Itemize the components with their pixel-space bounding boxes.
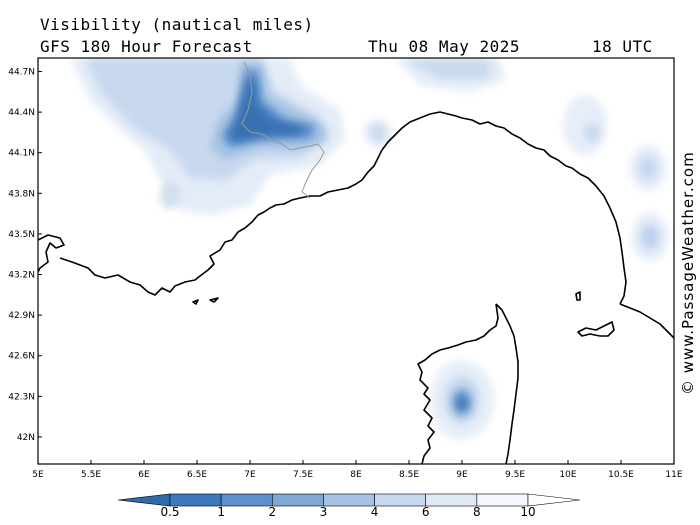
lon-tick-label: 6E	[138, 470, 150, 480]
lon-tick-label: 9E	[456, 470, 468, 480]
lat-tick-label: 42.3N	[8, 392, 35, 402]
lat-tick-label: 44.7N	[8, 68, 35, 78]
colorbar-label: 3	[320, 505, 328, 519]
colorbar-label: 1	[217, 505, 225, 519]
lat-tick-label: 44.4N	[8, 108, 35, 118]
colorbar-label: 4	[371, 505, 379, 519]
colorbar-label: 8	[473, 505, 481, 519]
lon-tick-label: 7.5E	[293, 470, 313, 480]
colorbar-cell	[220, 493, 273, 507]
lon-tick-label: 11E	[665, 470, 682, 480]
forecast-date: Thu 08 May 2025	[368, 37, 520, 56]
lon-tick-label: 10E	[559, 470, 576, 480]
lon-tick-label: 5E	[32, 470, 44, 480]
forecast-label: GFS 180 Hour Forecast	[40, 37, 253, 56]
colorbar-cell	[271, 493, 324, 507]
border-line	[241, 61, 325, 199]
colorbar-right-triangle	[527, 493, 581, 507]
colorbar-label: 0.5	[160, 505, 179, 519]
lon-tick-label: 10.5E	[608, 470, 634, 480]
longitude-axis: 5E 5.5E 6E 6.5E 7E 7.5E 8E 8.5E 9E 9.5E 10E 10.5E 11…	[32, 460, 683, 480]
lon-tick-label: 7E	[244, 470, 256, 480]
colorbar-cell	[374, 493, 427, 507]
colorbar-label: 2	[268, 505, 276, 519]
coastline	[38, 111, 674, 464]
lon-tick-label: 6.5E	[187, 470, 207, 480]
latitude-axis: 44.7N 44.4N 44.1N 43.8N 43.5N 43.2N 42.9N 42.6N…	[8, 68, 42, 443]
lon-tick-label: 8E	[350, 470, 362, 480]
forecast-time: 18 UTC	[592, 37, 653, 56]
lon-tick-label: 9.5E	[505, 470, 525, 480]
colorbar-label: 10	[520, 505, 535, 519]
visibility-shading	[70, 58, 668, 440]
lat-tick-label: 42.9N	[8, 311, 35, 321]
lat-tick-label: 43.2N	[8, 271, 35, 281]
colorbar-cell	[425, 493, 478, 507]
lat-tick-label: 44.1N	[8, 149, 35, 159]
lat-tick-label: 43.5N	[8, 230, 35, 240]
lat-tick-label: 42N	[17, 433, 35, 443]
lat-tick-label: 43.8N	[8, 189, 35, 199]
lon-tick-label: 8.5E	[399, 470, 419, 480]
colorbar: 0.5 1 2 3 4 6 8 10	[117, 493, 581, 519]
lon-tick-label: 5.5E	[81, 470, 101, 480]
colorbar-label: 6	[422, 505, 430, 519]
colorbar-cell	[323, 493, 375, 507]
lat-tick-label: 42.6N	[8, 352, 35, 362]
credit-text: © www.PassageWeather.com	[679, 151, 697, 395]
map-title: Visibility (nautical miles)	[40, 15, 314, 34]
